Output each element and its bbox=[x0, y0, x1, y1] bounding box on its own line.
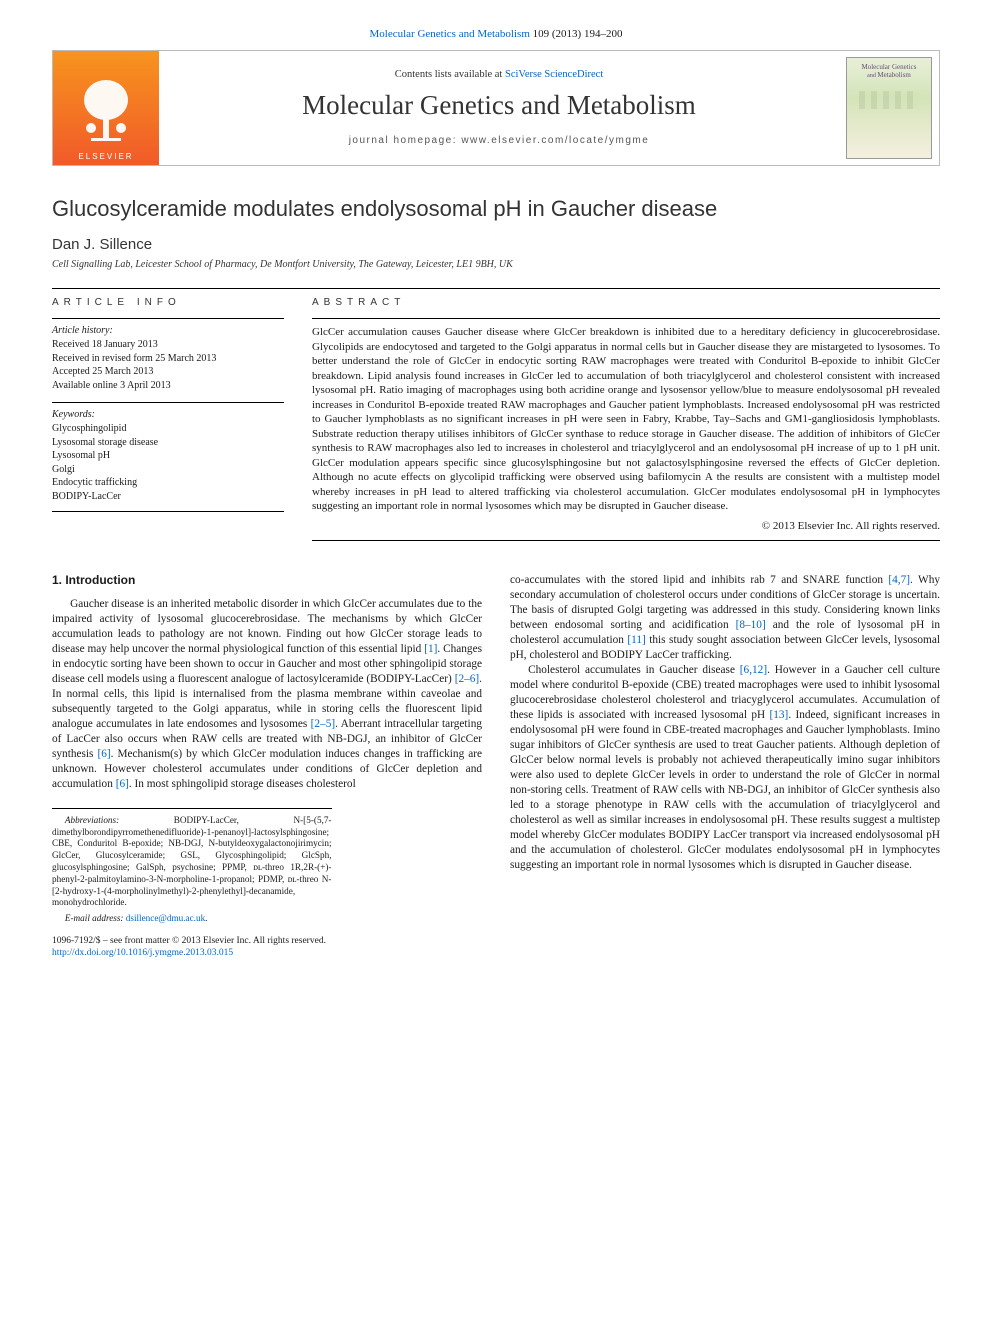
abbrev-text: BODIPY-LacCer, N-[5-(5,7-dimethylborondi… bbox=[52, 815, 332, 907]
journal-name: Molecular Genetics and Metabolism bbox=[302, 90, 696, 121]
article-meta-row: ARTICLE INFO Article history: Received 1… bbox=[52, 297, 940, 547]
journal-masthead: ELSEVIER Contents lists available at Sci… bbox=[52, 50, 940, 166]
footnotes-block: Abbreviations: BODIPY-LacCer, N-[5-(5,7-… bbox=[52, 808, 332, 923]
p2a: co-accumulates with the stored lipid and… bbox=[510, 574, 888, 586]
top-citation: Molecular Genetics and Metabolism 109 (2… bbox=[52, 28, 940, 40]
article-info-rule bbox=[52, 318, 284, 319]
intro-paragraph-1: Gaucher disease is an inherited metaboli… bbox=[52, 597, 482, 792]
keyword: Golgi bbox=[52, 463, 284, 477]
article-info-label: ARTICLE INFO bbox=[52, 297, 284, 308]
keyword: Endocytic trafficking bbox=[52, 476, 284, 490]
author-affiliation: Cell Signalling Lab, Leicester School of… bbox=[52, 259, 940, 270]
keyword: Glycosphingolipid bbox=[52, 422, 284, 436]
email-footnote: E-mail address: dsillence@dmu.ac.uk. bbox=[52, 913, 332, 923]
author-name: Dan J. Sillence bbox=[52, 236, 940, 253]
ref-8-10[interactable]: [8–10] bbox=[736, 619, 766, 631]
ref-6a[interactable]: [6] bbox=[97, 748, 110, 760]
ref-1[interactable]: [1] bbox=[424, 643, 437, 655]
ref-6b[interactable]: [6] bbox=[116, 778, 129, 790]
cover-title: Molecular Genetics and and MetabolismMet… bbox=[861, 64, 916, 79]
keyword: BODIPY-LacCer bbox=[52, 490, 284, 504]
abstract-copyright: © 2013 Elsevier Inc. All rights reserved… bbox=[312, 520, 940, 532]
publisher-logo-panel: ELSEVIER bbox=[53, 51, 159, 165]
ref-11[interactable]: [11] bbox=[627, 634, 645, 646]
keyword: Lysosomal pH bbox=[52, 449, 284, 463]
intro-heading: 1. Introduction bbox=[52, 573, 482, 587]
history-received: Received 18 January 2013 bbox=[52, 338, 284, 352]
p3a: Cholesterol accumulates in Gaucher disea… bbox=[528, 664, 740, 676]
article-info-column: ARTICLE INFO Article history: Received 1… bbox=[52, 297, 284, 547]
body-two-column: 1. Introduction Gaucher disease is an in… bbox=[52, 573, 940, 960]
journal-cover-thumbnail: Molecular Genetics and and MetabolismMet… bbox=[846, 57, 932, 159]
abstract-text: GlcCer accumulation causes Gaucher disea… bbox=[312, 325, 940, 514]
article-title: Glucosylceramide modulates endolysosomal… bbox=[52, 196, 940, 222]
keywords-end-rule bbox=[52, 511, 284, 512]
intro-paragraph-3: Cholesterol accumulates in Gaucher disea… bbox=[510, 663, 940, 873]
elsevier-logo: ELSEVIER bbox=[62, 61, 150, 161]
p1f: . In most sphingolipid storage diseases … bbox=[129, 778, 356, 790]
keywords-label: Keywords: bbox=[52, 409, 284, 420]
ref-4-7[interactable]: [4,7] bbox=[888, 574, 910, 586]
homepage-prefix: journal homepage: bbox=[349, 135, 462, 146]
homepage-url: www.elsevier.com/locate/ymgme bbox=[461, 135, 649, 146]
history-online: Available online 3 April 2013 bbox=[52, 379, 284, 393]
history-revised: Received in revised form 25 March 2013 bbox=[52, 352, 284, 366]
journal-homepage-line: journal homepage: www.elsevier.com/locat… bbox=[349, 135, 650, 146]
keyword: Lysosomal storage disease bbox=[52, 436, 284, 450]
keywords-rule bbox=[52, 402, 284, 403]
ref-2-6[interactable]: [2–6] bbox=[455, 673, 479, 685]
history-accepted: Accepted 25 March 2013 bbox=[52, 365, 284, 379]
meta-top-rule bbox=[52, 288, 940, 289]
cover-graphic bbox=[859, 91, 919, 109]
abbreviations-footnote: Abbreviations: BODIPY-LacCer, N-[5-(5,7-… bbox=[52, 815, 332, 909]
masthead-center: Contents lists available at SciVerse Sci… bbox=[159, 51, 839, 165]
top-citation-suffix: 109 (2013) 194–200 bbox=[530, 28, 623, 40]
p3c: . Indeed, significant increases in endol… bbox=[510, 709, 940, 871]
abstract-label: ABSTRACT bbox=[312, 297, 940, 308]
front-matter-block: 1096-7192/$ – see front matter © 2013 El… bbox=[52, 935, 482, 960]
masthead-cover-panel: Molecular Genetics and and MetabolismMet… bbox=[839, 51, 939, 165]
ref-2-5[interactable]: [2–5] bbox=[311, 718, 335, 730]
abstract-column: ABSTRACT GlcCer accumulation causes Gauc… bbox=[312, 297, 940, 547]
contents-lists-line: Contents lists available at SciVerse Sci… bbox=[395, 69, 603, 80]
right-column: co-accumulates with the stored lipid and… bbox=[510, 573, 940, 960]
abstract-end-rule bbox=[312, 540, 940, 541]
contents-prefix: Contents lists available at bbox=[395, 69, 505, 80]
doi-link[interactable]: http://dx.doi.org/10.1016/j.ymgme.2013.0… bbox=[52, 948, 233, 958]
elsevier-wordmark: ELSEVIER bbox=[78, 152, 133, 161]
email-suffix: . bbox=[205, 913, 207, 923]
issn-line: 1096-7192/$ – see front matter © 2013 El… bbox=[52, 935, 482, 947]
top-citation-journal-link[interactable]: Molecular Genetics and Metabolism bbox=[370, 28, 530, 40]
abstract-rule bbox=[312, 318, 940, 319]
elsevier-tree-icon bbox=[71, 76, 141, 150]
abbrev-label: Abbreviations: bbox=[65, 815, 119, 825]
corresponding-email-link[interactable]: dsillence@dmu.ac.uk bbox=[126, 913, 205, 923]
email-label: E-mail address: bbox=[65, 913, 126, 923]
ref-13[interactable]: [13] bbox=[769, 709, 788, 721]
intro-paragraph-2: co-accumulates with the stored lipid and… bbox=[510, 573, 940, 663]
left-column: 1. Introduction Gaucher disease is an in… bbox=[52, 573, 482, 960]
ref-6-12[interactable]: [6,12] bbox=[740, 664, 767, 676]
article-history-label: Article history: bbox=[52, 325, 284, 336]
p1a: Gaucher disease is an inherited metaboli… bbox=[52, 598, 482, 655]
sciencedirect-link[interactable]: SciVerse ScienceDirect bbox=[505, 69, 603, 80]
